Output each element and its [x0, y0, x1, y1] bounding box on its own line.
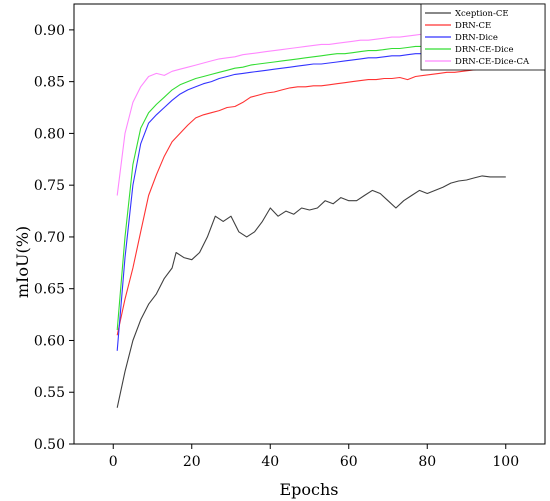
series-line-drn-ce — [116, 64, 506, 336]
x-tick-label: 60 — [340, 454, 358, 470]
y-tick-label: 0.70 — [34, 230, 65, 246]
x-tick-label: 20 — [183, 454, 201, 470]
y-tick-label: 0.85 — [34, 75, 65, 91]
legend-label: DRN-CE — [455, 21, 491, 31]
series-line-xception-ce — [116, 175, 506, 408]
y-tick-label: 0.90 — [34, 23, 65, 39]
x-tick-label: 80 — [418, 454, 436, 470]
legend-label: DRN-Dice — [455, 33, 498, 43]
x-tick-label: 0 — [109, 454, 118, 470]
series-line-drn-dice — [116, 46, 506, 351]
x-tick-label: 100 — [492, 454, 519, 470]
legend-label: Xception-CE — [455, 9, 509, 19]
y-tick-label: 0.65 — [34, 282, 65, 298]
legend: Xception-CE DRN-CE DRN-Dice DRN-CE-Dice DRN-… — [420, 3, 546, 71]
y-tick-label: 0.60 — [34, 333, 65, 349]
y-tick-label: 0.75 — [34, 178, 65, 194]
plot-area — [116, 27, 506, 408]
plot-frame — [73, 3, 546, 445]
axes: 0 20 40 60 80 100 0.50 0.55 0.60 0.65 0.70 0.75 0.80… — [34, 3, 546, 470]
x-axis-title: Epochs — [279, 480, 338, 499]
y-tick-label: 0.55 — [34, 385, 65, 401]
y-tick-label: 0.50 — [34, 437, 65, 453]
x-tick-label: 40 — [261, 454, 279, 470]
legend-label: DRN-CE-Dice-CA — [455, 57, 530, 67]
legend-label: DRN-CE-Dice — [455, 45, 514, 55]
y-tick-label: 0.80 — [34, 126, 65, 142]
y-axis-title: mIoU(%) — [13, 226, 32, 298]
